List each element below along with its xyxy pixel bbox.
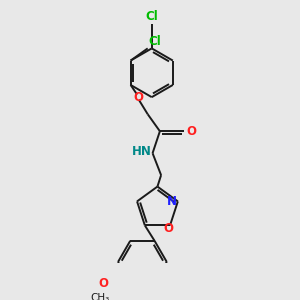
Text: N: N — [167, 195, 177, 208]
Text: CH₃: CH₃ — [90, 293, 110, 300]
Text: O: O — [186, 125, 196, 138]
Text: Cl: Cl — [146, 10, 158, 23]
Text: HN: HN — [132, 145, 152, 158]
Text: Cl: Cl — [148, 34, 161, 47]
Text: O: O — [163, 222, 173, 236]
Text: O: O — [133, 91, 143, 103]
Text: O: O — [99, 277, 109, 290]
